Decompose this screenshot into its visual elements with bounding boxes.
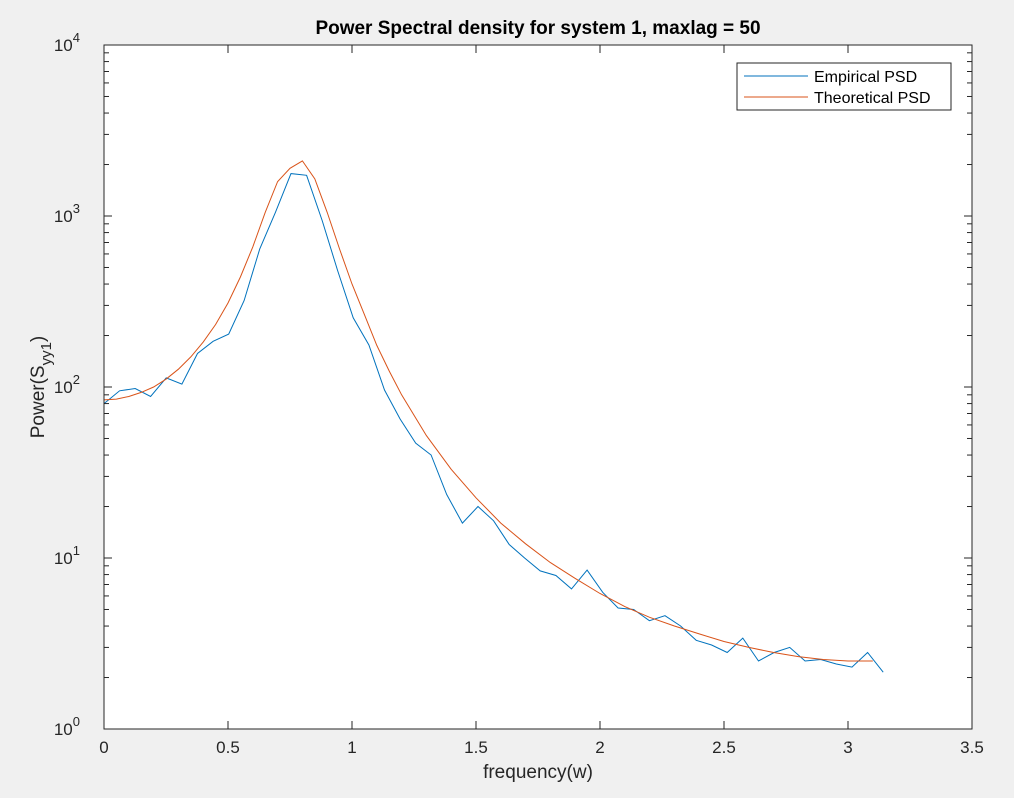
legend: Empirical PSD Theoretical PSD [736,62,952,111]
y-tick-label: 104 [54,30,80,55]
chart-title: Power Spectral density for system 1, max… [315,18,760,39]
x-tick-label: 3.5 [960,738,984,757]
y-axis-label-close: ) [28,336,49,342]
series-line-empirical-psd [103,173,884,673]
plot-area [104,45,972,729]
y-tick-label: 103 [54,201,80,226]
y-tick-label: 102 [54,372,80,397]
series-line-theoretical-psd [103,160,873,662]
y-tick-label: 101 [54,543,80,568]
plot-lines [103,160,884,673]
legend-box [736,62,952,111]
y-axis-label-main: Power(S [28,365,49,438]
x-tick-label: 2.5 [712,738,736,757]
axis-ticks: 0 0.5 1 1.5 2 2.5 3 3.5 100 101 102 103 104 [54,30,984,757]
x-tick-label: 1.5 [464,738,488,757]
y-tick-label: 100 [54,714,80,739]
x-tick-label: 3 [843,738,852,757]
x-axis-label: frequency(w) [483,762,593,783]
legend-label-theoretical: Theoretical PSD [814,90,931,107]
x-tick-label: 1 [347,738,356,757]
y-axis-label: Power(Syy1) [28,336,55,439]
x-tick-label: 0.5 [216,738,240,757]
x-tick-label: 0 [99,738,108,757]
y-axis-label-subscript: yy1 [38,342,55,365]
legend-label-empirical: Empirical PSD [814,69,917,86]
x-tick-label: 2 [595,738,604,757]
